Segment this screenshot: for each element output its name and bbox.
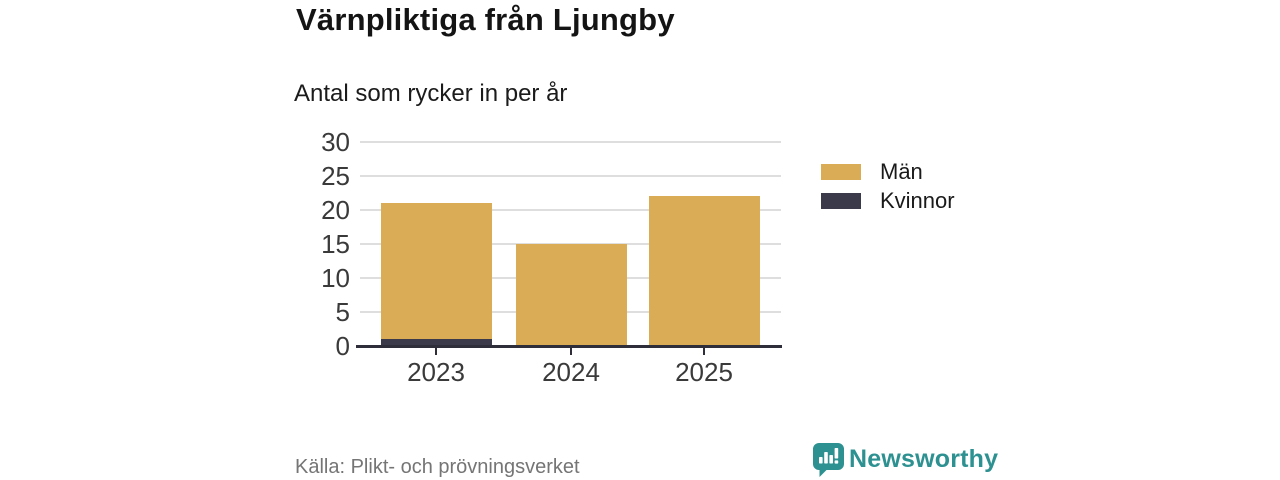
chart-subtitle: Antal som rycker in per år xyxy=(294,80,568,107)
chart-title: Värnpliktiga från Ljungby xyxy=(296,2,675,37)
x-axis-tick-label: 2023 xyxy=(407,357,465,387)
legend-swatch-män xyxy=(821,163,861,180)
x-axis-tick-label: 2024 xyxy=(542,357,600,387)
legend-item-män: Män xyxy=(821,159,955,184)
x-axis-tick-mark xyxy=(570,348,572,355)
y-axis-tick-label: 15 xyxy=(321,229,350,259)
gridline-y30 xyxy=(360,141,781,143)
y-axis-tick-label: 5 xyxy=(335,297,350,327)
legend-item-kvinnor: Kvinnor xyxy=(821,188,955,213)
y-axis-tick-label: 30 xyxy=(321,127,350,157)
y-axis-tick-label: 0 xyxy=(335,331,350,361)
legend-swatch-kvinnor xyxy=(821,192,861,209)
legend-label: Män xyxy=(880,158,923,184)
chart-legend: Män Kvinnor xyxy=(821,159,955,213)
bar-segment-2024-män xyxy=(515,244,627,346)
newsworthy-logo: Newsworthy xyxy=(813,443,998,477)
bar-segment-2025-män xyxy=(648,196,760,346)
gridline-y25 xyxy=(360,175,781,177)
x-axis-line xyxy=(356,345,782,348)
newsworthy-bubble-chart-icon xyxy=(813,443,844,477)
chart-card: Värnpliktiga från Ljungby Antal som ryck… xyxy=(294,0,998,480)
x-axis-tick-mark xyxy=(703,348,705,355)
y-axis-tick-label: 20 xyxy=(321,195,350,225)
newsworthy-wordmark: Newsworthy xyxy=(849,445,999,473)
bar-segment-2023-män xyxy=(380,203,492,340)
x-axis-tick-label: 2025 xyxy=(675,357,733,387)
source-note: Källa: Plikt- och prövningsverket xyxy=(295,456,580,478)
bar-segment-2023-kvinnor xyxy=(380,339,492,346)
y-axis-tick-label: 10 xyxy=(321,263,350,293)
bar-chart-plot-area: 0 5 10 15 20 25 30 2023 2024 2025 xyxy=(294,0,986,480)
x-axis-tick-mark xyxy=(435,348,437,355)
legend-label: Kvinnor xyxy=(880,187,955,213)
y-axis-tick-label: 25 xyxy=(321,161,350,191)
gridline-y20 xyxy=(360,209,781,211)
